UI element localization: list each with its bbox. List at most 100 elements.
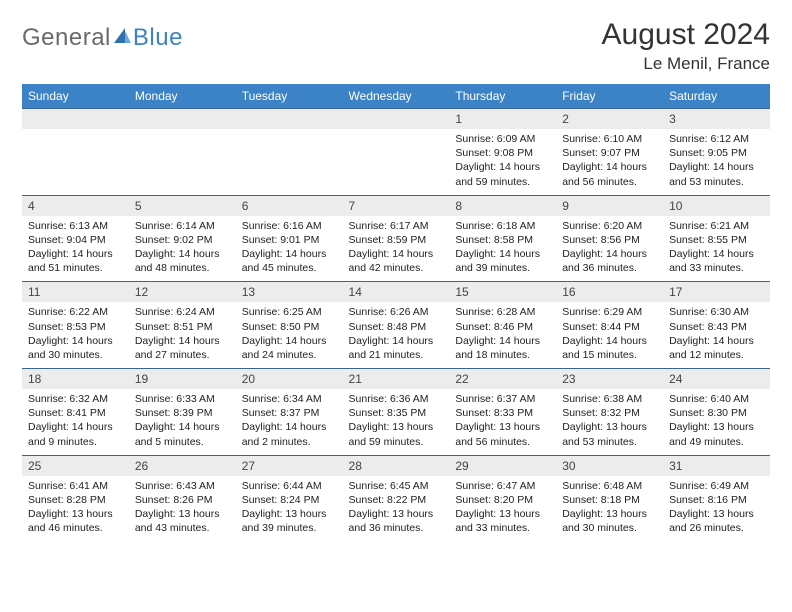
day-number-cell: 31 [663,455,770,476]
day-content-cell: Sunrise: 6:43 AMSunset: 8:26 PMDaylight:… [129,476,236,542]
day-content-cell [236,129,343,195]
daylight-text: Daylight: 13 hours and 59 minutes. [349,420,444,448]
daylight-text: Daylight: 13 hours and 53 minutes. [562,420,657,448]
day-number-cell [343,109,450,130]
day-content: Sunrise: 6:22 AMSunset: 8:53 PMDaylight:… [22,302,129,368]
day-number-cell: 13 [236,282,343,303]
calendar-week-nums: 45678910 [22,195,770,216]
day-content: Sunrise: 6:29 AMSunset: 8:44 PMDaylight:… [556,302,663,368]
daylight-text: Daylight: 14 hours and 33 minutes. [669,247,764,275]
sunrise-text: Sunrise: 6:28 AM [455,305,550,319]
daylight-text: Daylight: 13 hours and 43 minutes. [135,507,230,535]
sunrise-text: Sunrise: 6:40 AM [669,392,764,406]
day-number: 25 [22,456,129,476]
brand-logo: General Blue [22,24,183,52]
day-content-cell: Sunrise: 6:16 AMSunset: 9:01 PMDaylight:… [236,216,343,282]
daylight-text: Daylight: 13 hours and 33 minutes. [455,507,550,535]
sunrise-text: Sunrise: 6:29 AM [562,305,657,319]
sunset-text: Sunset: 8:37 PM [242,406,337,420]
day-number: 8 [449,196,556,216]
day-number: 24 [663,369,770,389]
sunset-text: Sunset: 8:32 PM [562,406,657,420]
sunrise-text: Sunrise: 6:12 AM [669,132,764,146]
day-content: Sunrise: 6:12 AMSunset: 9:05 PMDaylight:… [663,129,770,195]
day-number-cell: 7 [343,195,450,216]
sail-icon [111,25,133,52]
day-number: 21 [343,369,450,389]
weekday-header: Thursday [449,84,556,109]
day-number-cell: 26 [129,455,236,476]
sunrise-text: Sunrise: 6:30 AM [669,305,764,319]
sunrise-text: Sunrise: 6:49 AM [669,479,764,493]
weekday-header: Sunday [22,84,129,109]
sunset-text: Sunset: 8:24 PM [242,493,337,507]
day-number: 16 [556,282,663,302]
day-number-cell: 22 [449,369,556,390]
day-content-cell: Sunrise: 6:47 AMSunset: 8:20 PMDaylight:… [449,476,556,542]
weekday-header: Monday [129,84,236,109]
sunset-text: Sunset: 9:08 PM [455,146,550,160]
daylight-text: Daylight: 14 hours and 5 minutes. [135,420,230,448]
daylight-text: Daylight: 14 hours and 21 minutes. [349,334,444,362]
title-block: August 2024 Le Menil, France [602,18,770,74]
day-content-cell: Sunrise: 6:33 AMSunset: 8:39 PMDaylight:… [129,389,236,455]
sunrise-text: Sunrise: 6:13 AM [28,219,123,233]
day-content-cell: Sunrise: 6:21 AMSunset: 8:55 PMDaylight:… [663,216,770,282]
sunset-text: Sunset: 8:46 PM [455,320,550,334]
sunrise-text: Sunrise: 6:37 AM [455,392,550,406]
day-content-cell: Sunrise: 6:09 AMSunset: 9:08 PMDaylight:… [449,129,556,195]
sunset-text: Sunset: 8:16 PM [669,493,764,507]
day-number: 6 [236,196,343,216]
day-content: Sunrise: 6:09 AMSunset: 9:08 PMDaylight:… [449,129,556,195]
daylight-text: Daylight: 14 hours and 53 minutes. [669,160,764,188]
sunrise-text: Sunrise: 6:17 AM [349,219,444,233]
day-content-cell [22,129,129,195]
day-content-cell: Sunrise: 6:41 AMSunset: 8:28 PMDaylight:… [22,476,129,542]
weekday-header: Tuesday [236,84,343,109]
day-content-cell: Sunrise: 6:17 AMSunset: 8:59 PMDaylight:… [343,216,450,282]
day-number-cell: 16 [556,282,663,303]
daylight-text: Daylight: 13 hours and 30 minutes. [562,507,657,535]
day-number: 3 [663,109,770,129]
calendar-week-content: Sunrise: 6:32 AMSunset: 8:41 PMDaylight:… [22,389,770,455]
sunrise-text: Sunrise: 6:16 AM [242,219,337,233]
calendar-table: SundayMondayTuesdayWednesdayThursdayFrid… [22,84,770,541]
day-content-cell: Sunrise: 6:37 AMSunset: 8:33 PMDaylight:… [449,389,556,455]
day-number: 23 [556,369,663,389]
day-number-cell: 24 [663,369,770,390]
calendar-week-nums: 18192021222324 [22,369,770,390]
sunrise-text: Sunrise: 6:48 AM [562,479,657,493]
daylight-text: Daylight: 14 hours and 30 minutes. [28,334,123,362]
logo-text-blue: Blue [133,24,183,52]
day-content: Sunrise: 6:48 AMSunset: 8:18 PMDaylight:… [556,476,663,542]
day-number [129,109,236,129]
day-content-cell: Sunrise: 6:12 AMSunset: 9:05 PMDaylight:… [663,129,770,195]
daylight-text: Daylight: 14 hours and 48 minutes. [135,247,230,275]
day-content-cell: Sunrise: 6:48 AMSunset: 8:18 PMDaylight:… [556,476,663,542]
day-number-cell: 3 [663,109,770,130]
day-number: 31 [663,456,770,476]
daylight-text: Daylight: 14 hours and 18 minutes. [455,334,550,362]
day-content-cell: Sunrise: 6:36 AMSunset: 8:35 PMDaylight:… [343,389,450,455]
sunrise-text: Sunrise: 6:41 AM [28,479,123,493]
daylight-text: Daylight: 13 hours and 49 minutes. [669,420,764,448]
sunset-text: Sunset: 9:01 PM [242,233,337,247]
day-content-cell: Sunrise: 6:14 AMSunset: 9:02 PMDaylight:… [129,216,236,282]
day-content-cell: Sunrise: 6:40 AMSunset: 8:30 PMDaylight:… [663,389,770,455]
daylight-text: Daylight: 14 hours and 27 minutes. [135,334,230,362]
day-content: Sunrise: 6:47 AMSunset: 8:20 PMDaylight:… [449,476,556,542]
sunset-text: Sunset: 8:26 PM [135,493,230,507]
day-content: Sunrise: 6:41 AMSunset: 8:28 PMDaylight:… [22,476,129,542]
day-content [129,129,236,138]
location-label: Le Menil, France [602,54,770,74]
day-content-cell: Sunrise: 6:25 AMSunset: 8:50 PMDaylight:… [236,302,343,368]
calendar-week-content: Sunrise: 6:13 AMSunset: 9:04 PMDaylight:… [22,216,770,282]
daylight-text: Daylight: 13 hours and 56 minutes. [455,420,550,448]
sunrise-text: Sunrise: 6:33 AM [135,392,230,406]
calendar-week-nums: 25262728293031 [22,455,770,476]
calendar-week-nums: 123 [22,109,770,130]
day-content: Sunrise: 6:16 AMSunset: 9:01 PMDaylight:… [236,216,343,282]
sunrise-text: Sunrise: 6:47 AM [455,479,550,493]
page-header: General Blue August 2024 Le Menil, Franc… [22,18,770,74]
day-content-cell: Sunrise: 6:20 AMSunset: 8:56 PMDaylight:… [556,216,663,282]
